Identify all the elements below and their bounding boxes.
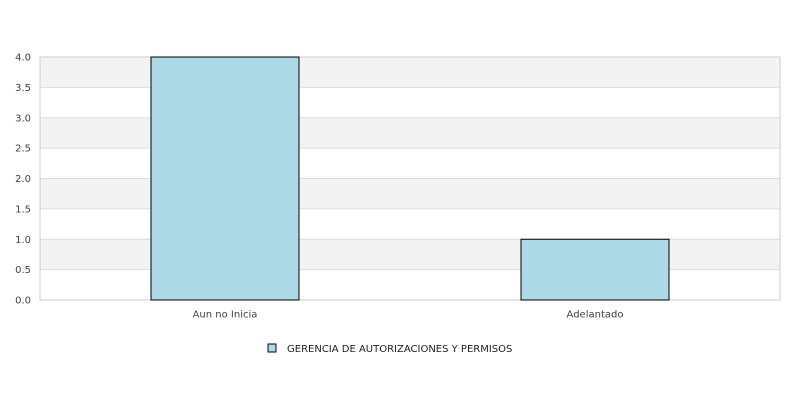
y-tick-label: 1.5 [15,204,31,215]
y-tick-label: 3.5 [15,83,31,94]
x-axis-labels: Aun no Inicia Adelantado [193,310,624,321]
y-tick-label: 3.0 [15,113,31,124]
legend-label[interactable]: GERENCIA DE AUTORIZACIONES Y PERMISOS [287,344,512,355]
y-tick-label: 2.0 [15,174,31,185]
y-tick-label: 0.5 [15,265,31,276]
y-tick-label: 2.5 [15,144,31,155]
y-axis-ticks: 0.0 0.5 1.0 1.5 2.0 2.5 3.0 3.5 4.0 [15,53,31,307]
legend[interactable]: GERENCIA DE AUTORIZACIONES Y PERMISOS [267,343,512,355]
y-tick-label: 0.0 [15,296,31,307]
y-tick-label: 4.0 [15,53,31,64]
bar-aun-no-inicia[interactable] [150,56,300,301]
bar-adelantado[interactable] [520,238,670,301]
y-tick-label: 1.0 [15,235,31,246]
bars [150,56,670,301]
legend-swatch[interactable] [267,343,277,353]
x-tick-label: Adelantado [567,310,624,321]
plot-frame [39,56,781,301]
x-tick-label: Aun no Inicia [193,310,258,321]
